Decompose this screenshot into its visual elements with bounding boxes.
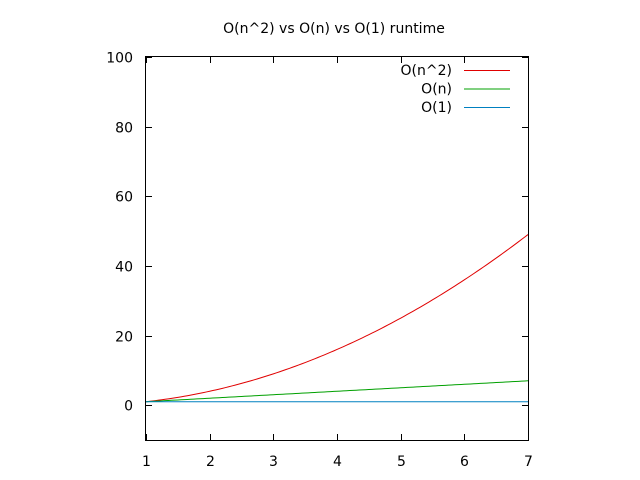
y-axis-ticks: 0 20 40 60 80 100	[106, 51, 528, 415]
x-tick-label: 2	[206, 454, 215, 470]
series-line-0	[145, 234, 529, 403]
series-line-1	[145, 380, 529, 403]
plot-series	[145, 234, 529, 403]
y-tick-label: 100	[106, 51, 133, 67]
x-tick-label: 4	[333, 454, 342, 470]
x-tick-label: 6	[460, 454, 469, 470]
x-tick-label: 3	[269, 454, 278, 470]
chart-title: O(n^2) vs O(n) vs O(1) runtime	[223, 21, 445, 37]
x-tick-label: 7	[524, 454, 533, 470]
x-axis-ticks: 1 2 3 4 5 6 7	[142, 57, 533, 470]
legend: O(n^2) O(n) O(1)	[401, 63, 510, 116]
legend-label: O(n^2)	[401, 63, 452, 79]
y-tick-label: 20	[115, 330, 133, 346]
x-tick-label: 5	[397, 454, 406, 470]
legend-label: O(1)	[421, 100, 452, 116]
y-tick-label: 0	[124, 399, 133, 415]
y-tick-label: 80	[115, 121, 133, 137]
y-tick-label: 40	[115, 260, 133, 276]
y-tick-label: 60	[115, 190, 133, 206]
x-tick-label: 1	[142, 454, 151, 470]
legend-label: O(n)	[421, 82, 452, 98]
plot-area-frame	[145, 56, 529, 441]
